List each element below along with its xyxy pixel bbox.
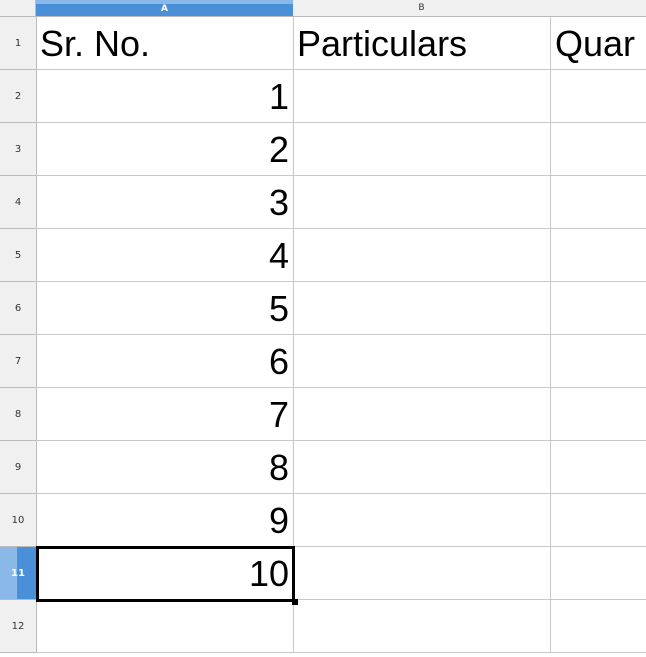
cell-a[interactable]: Sr. No. bbox=[36, 17, 294, 70]
fill-handle[interactable] bbox=[292, 599, 298, 605]
cell-b[interactable] bbox=[293, 229, 551, 282]
cell-c[interactable] bbox=[550, 176, 646, 229]
cell-a[interactable]: 9 bbox=[36, 494, 294, 547]
cell-c[interactable] bbox=[550, 600, 646, 653]
row-header[interactable]: 7 bbox=[0, 335, 37, 388]
row-header[interactable]: 9 bbox=[0, 441, 37, 494]
cell-a[interactable]: 6 bbox=[36, 335, 294, 388]
cell-a[interactable] bbox=[36, 600, 294, 653]
cell-a[interactable]: 8 bbox=[36, 441, 294, 494]
cell-c[interactable] bbox=[550, 70, 646, 123]
row-header[interactable]: 11 bbox=[0, 547, 37, 600]
select-all-corner[interactable] bbox=[0, 0, 36, 17]
cell-a[interactable]: 3 bbox=[36, 176, 294, 229]
cell-b[interactable] bbox=[293, 388, 551, 441]
cell-b[interactable] bbox=[293, 600, 551, 653]
row-header[interactable]: 12 bbox=[0, 600, 37, 653]
column-header-b[interactable]: B bbox=[293, 0, 551, 17]
cell-b[interactable] bbox=[293, 70, 551, 123]
cell-c[interactable] bbox=[550, 123, 646, 176]
column-header-a[interactable]: A bbox=[36, 0, 294, 17]
cell-b[interactable]: Particulars bbox=[293, 17, 551, 70]
cell-a[interactable]: 5 bbox=[36, 282, 294, 335]
cell-a[interactable]: 2 bbox=[36, 123, 294, 176]
cell-b[interactable] bbox=[293, 547, 551, 600]
row-header[interactable]: 6 bbox=[0, 282, 37, 335]
cell-b[interactable] bbox=[293, 494, 551, 547]
cell-c[interactable] bbox=[550, 441, 646, 494]
row-header[interactable]: 8 bbox=[0, 388, 37, 441]
cell-b[interactable] bbox=[293, 335, 551, 388]
cell-a[interactable]: 10 bbox=[36, 547, 294, 600]
cell-c[interactable] bbox=[550, 388, 646, 441]
row-header[interactable]: 3 bbox=[0, 123, 37, 176]
cell-b[interactable] bbox=[293, 441, 551, 494]
cell-b[interactable] bbox=[293, 282, 551, 335]
column-header-c[interactable] bbox=[550, 0, 646, 17]
cell-b[interactable] bbox=[293, 176, 551, 229]
cell-c[interactable] bbox=[550, 547, 646, 600]
cell-a[interactable]: 1 bbox=[36, 70, 294, 123]
row-header[interactable]: 10 bbox=[0, 494, 37, 547]
cell-c[interactable] bbox=[550, 282, 646, 335]
row-header[interactable]: 5 bbox=[0, 229, 37, 282]
cell-a[interactable]: 4 bbox=[36, 229, 294, 282]
cell-c[interactable]: Quar bbox=[550, 17, 646, 70]
cell-a[interactable]: 7 bbox=[36, 388, 294, 441]
cell-c[interactable] bbox=[550, 335, 646, 388]
row-header[interactable]: 4 bbox=[0, 176, 37, 229]
cell-c[interactable] bbox=[550, 229, 646, 282]
row-header[interactable]: 1 bbox=[0, 17, 37, 70]
cell-b[interactable] bbox=[293, 123, 551, 176]
row-header[interactable]: 2 bbox=[0, 70, 37, 123]
cell-c[interactable] bbox=[550, 494, 646, 547]
